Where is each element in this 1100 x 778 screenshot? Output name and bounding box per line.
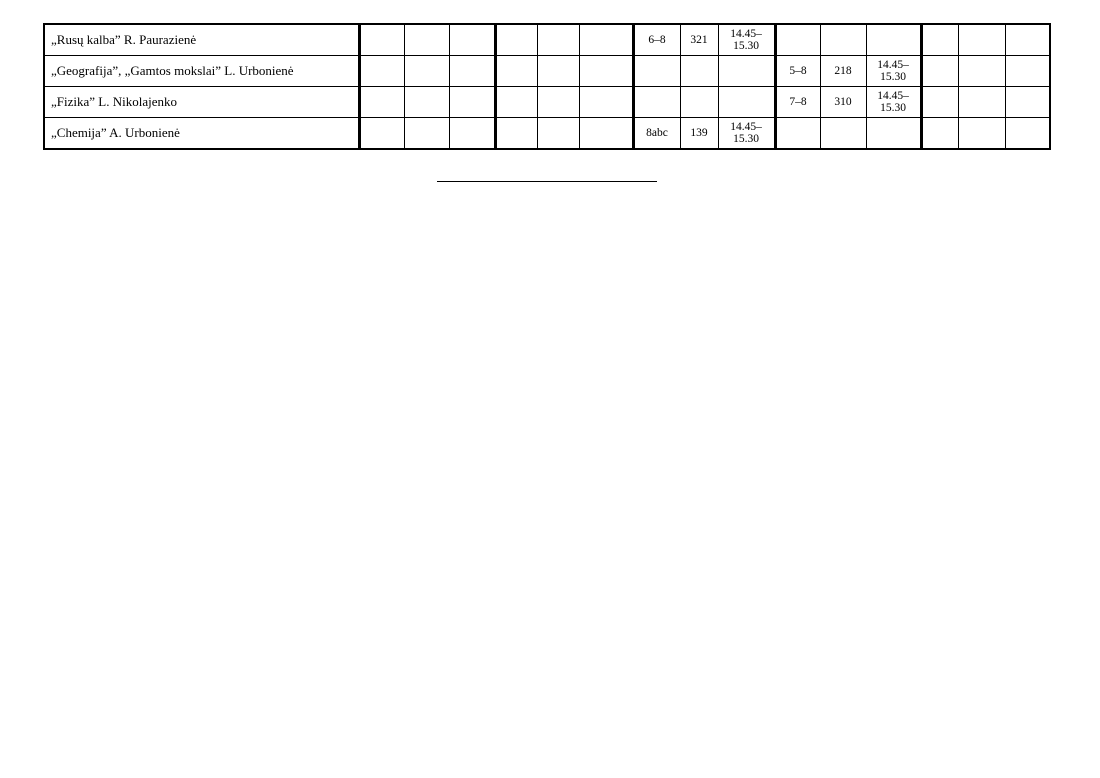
schedule-cell <box>773 23 821 56</box>
schedule-cell <box>578 86 634 118</box>
schedule-cell <box>536 86 580 118</box>
schedule-cell: 218 <box>819 55 867 87</box>
schedule-cell <box>448 86 496 118</box>
schedule-cell: 7–8 <box>773 86 821 118</box>
schedule-cell: 14.45– 15.30 <box>865 55 922 87</box>
schedule-cell <box>819 117 867 150</box>
schedule-cell <box>919 117 959 150</box>
table-row: „Rusų kalba” R. Paurazienė 6–8 321 14.45– 1… <box>43 23 1051 56</box>
schedule-cell: 6–8 <box>631 23 681 56</box>
schedule-cell <box>403 23 450 56</box>
table-row: „Chemija” A. Urbonienė 8abc 139 14.45– 15.3… <box>43 117 1051 150</box>
schedule-cell <box>865 117 922 150</box>
teacher-subject-cell: „Rusų kalba” R. Paurazienė <box>43 23 360 56</box>
schedule-cell <box>679 55 719 87</box>
schedule-cell <box>578 117 634 150</box>
schedule-cell <box>957 23 1006 56</box>
schedule-cell: 139 <box>679 117 719 150</box>
schedule-cell <box>1004 86 1051 118</box>
schedule-cell <box>679 86 719 118</box>
schedule-cell: 14.45– 15.30 <box>717 23 776 56</box>
schedule-cell <box>536 117 580 150</box>
schedule-cell <box>403 117 450 150</box>
schedule-cell <box>631 86 681 118</box>
schedule-cell <box>957 86 1006 118</box>
schedule-cell <box>448 117 496 150</box>
schedule-cell <box>1004 55 1051 87</box>
schedule-cell <box>919 55 959 87</box>
schedule-cell <box>493 117 538 150</box>
table-row: „Fizika” L. Nikolajenko 7–8 310 14.45– 15.3… <box>43 86 1051 118</box>
schedule-cell <box>493 55 538 87</box>
teacher-subject-cell: „Geografija”, „Gamtos mokslai” L. Urboni… <box>43 55 360 87</box>
schedule-cell: 5–8 <box>773 55 821 87</box>
schedule-cell: 321 <box>679 23 719 56</box>
teacher-subject-cell: „Chemija” A. Urbonienė <box>43 117 360 150</box>
teacher-subject-cell: „Fizika” L. Nikolajenko <box>43 86 360 118</box>
schedule-cell <box>448 23 496 56</box>
schedule-cell <box>773 117 821 150</box>
schedule-cell <box>957 55 1006 87</box>
schedule-cell <box>1004 117 1051 150</box>
schedule-cell <box>578 23 634 56</box>
schedule-cell <box>919 23 959 56</box>
schedule-cell <box>919 86 959 118</box>
table-row: „Geografija”, „Gamtos mokslai” L. Urboni… <box>43 55 1051 87</box>
schedule-cell <box>865 23 922 56</box>
schedule-cell: 310 <box>819 86 867 118</box>
schedule-cell <box>357 86 405 118</box>
schedule-cell: 14.45– 15.30 <box>865 86 922 118</box>
schedule-cell <box>957 117 1006 150</box>
schedule-cell: 8abc <box>631 117 681 150</box>
schedule-cell <box>357 23 405 56</box>
schedule-cell <box>717 55 776 87</box>
schedule-cell <box>1004 23 1051 56</box>
schedule-cell <box>493 23 538 56</box>
schedule-cell <box>631 55 681 87</box>
end-divider <box>437 181 657 182</box>
schedule-cell <box>578 55 634 87</box>
schedule-table: „Rusų kalba” R. Paurazienė 6–8 321 14.45– 1… <box>43 23 1051 150</box>
schedule-cell <box>819 23 867 56</box>
schedule-cell <box>717 86 776 118</box>
schedule-cell <box>536 23 580 56</box>
schedule-cell <box>536 55 580 87</box>
schedule-cell <box>493 86 538 118</box>
schedule-cell <box>448 55 496 87</box>
schedule-cell <box>403 55 450 87</box>
schedule-cell <box>403 86 450 118</box>
schedule-cell: 14.45– 15.30 <box>717 117 776 150</box>
schedule-cell <box>357 55 405 87</box>
schedule-cell <box>357 117 405 150</box>
